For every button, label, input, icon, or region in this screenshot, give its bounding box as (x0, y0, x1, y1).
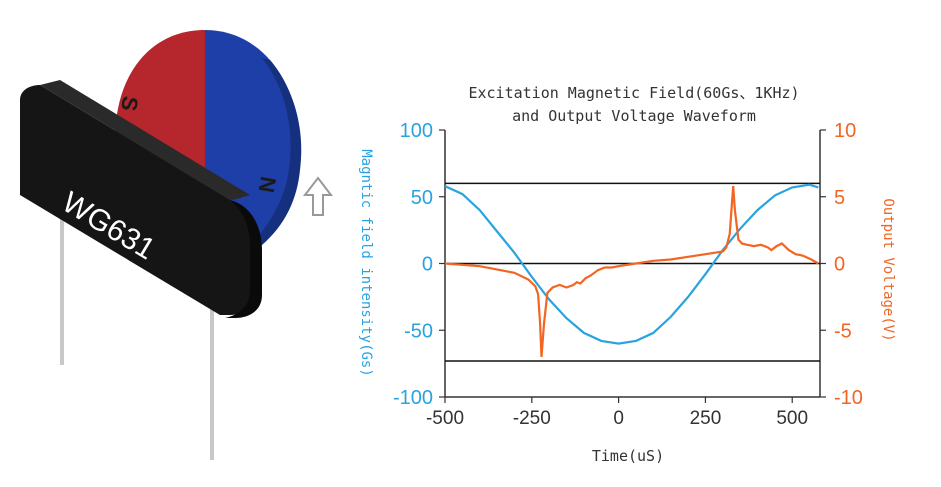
y-left-tick-label-1: -50 (404, 320, 433, 342)
x-tick-label-2: 0 (613, 408, 624, 429)
magnet-edge (250, 58, 302, 245)
y-right-tick-label-4: 10 (834, 120, 856, 142)
chart-title-line2: and Output Voltage Waveform (512, 107, 756, 125)
y-left-tick-label-4: 100 (400, 120, 433, 142)
x-tick-label-1: -250 (513, 408, 551, 429)
y-left-ticks: -100 -50 0 50 100 (393, 120, 445, 409)
chart-title-line1: Excitation Magnetic Field(60Gs、1KHz) (468, 84, 799, 102)
x-tick-label-0: -500 (426, 408, 464, 429)
y-left-tick-label-3: 50 (411, 187, 433, 209)
x-tick-label-3: 250 (690, 408, 722, 429)
sensor-pin-left (60, 215, 64, 365)
y-left-tick-label-2: 0 (422, 254, 433, 276)
y-right-tick-label-2: 0 (834, 254, 845, 276)
y-right-ticks: -10 -5 0 5 10 (820, 120, 863, 409)
y-right-tick-label-0: -10 (834, 387, 863, 409)
reference-lines (445, 182, 820, 362)
x-ticks: -500 -250 0 250 500 (426, 397, 808, 429)
y-right-axis-title: Output Voltage(V) (880, 198, 896, 341)
series-output-voltage (444, 186, 819, 357)
series-magnetic-field (444, 183, 819, 345)
x-axis-title: Time(uS) (592, 447, 664, 465)
y-left-tick-label-0: -100 (393, 387, 433, 409)
magnet-pole-n-label: N (254, 175, 281, 195)
magnet-pole-s-label: S (116, 94, 143, 113)
y-right-tick-label-1: -5 (834, 320, 852, 342)
product-illustration: S N WG631 (20, 30, 334, 460)
y-right-tick-label-3: 5 (834, 187, 845, 209)
voltage-line (444, 186, 819, 357)
y-left-axis-title: Magntic field intensity(Gs) (358, 149, 374, 377)
x-tick-label-4: 500 (776, 408, 808, 429)
field-line (444, 183, 819, 345)
sensor-pin-right (210, 300, 214, 460)
rotation-arrow-icon (302, 176, 334, 216)
